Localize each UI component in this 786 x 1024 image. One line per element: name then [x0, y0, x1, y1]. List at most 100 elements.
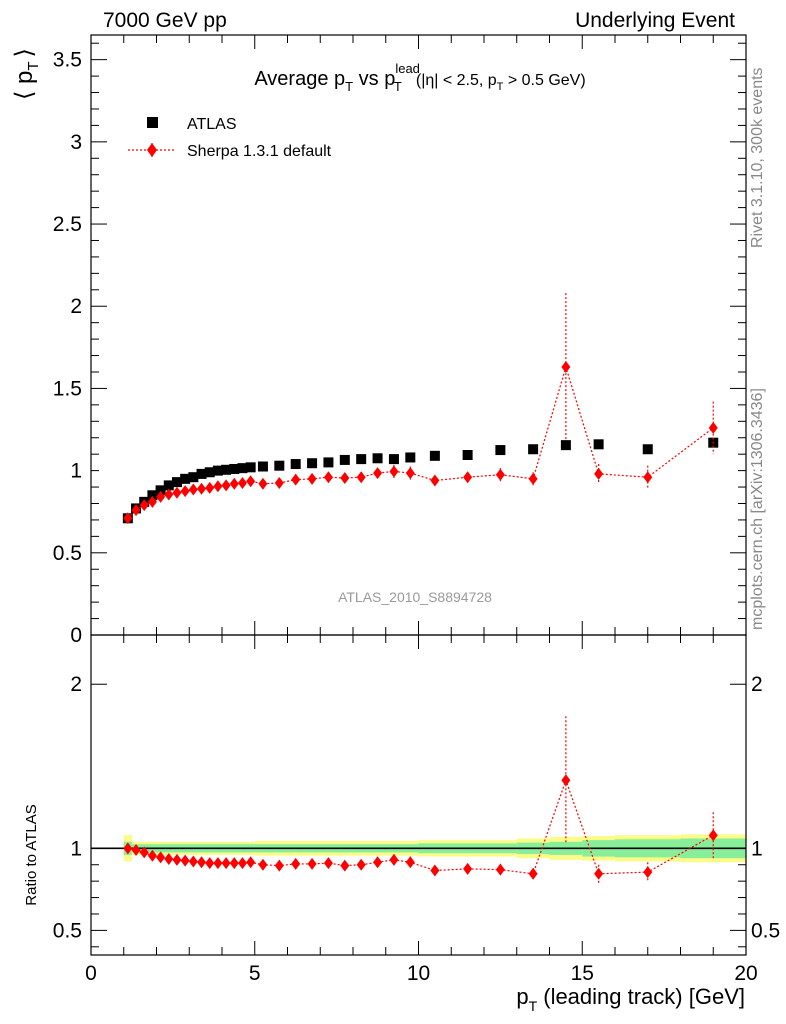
sherpa-point	[405, 467, 415, 480]
sherpa-point	[430, 474, 440, 487]
atlas-point	[307, 458, 318, 469]
sherpa-ratio-point	[164, 853, 174, 865]
atlas-point	[429, 450, 440, 461]
atlas-point	[642, 444, 653, 455]
sherpa-point	[197, 482, 207, 495]
atlas-point	[188, 472, 199, 483]
main-y-tick-label: 2	[70, 295, 82, 318]
sherpa-ratio-point	[221, 857, 231, 870]
sherpa-point	[139, 499, 149, 512]
x-tick-label: 20	[734, 962, 757, 985]
main-y-tick-label: 0	[70, 624, 82, 647]
sherpa-ratio-point	[188, 855, 198, 868]
sherpa-ratio-point	[205, 857, 215, 870]
atlas-point	[196, 468, 207, 479]
main-y-tick-label: 2.5	[53, 213, 82, 236]
sherpa-point	[213, 480, 223, 493]
sherpa-point	[307, 472, 317, 485]
sherpa-ratio-line	[127, 778, 714, 875]
sherpa-ratio-point	[373, 856, 383, 869]
atlas-point	[212, 465, 223, 476]
x-tick-label: 0	[85, 962, 97, 985]
sherpa-ratio-point	[258, 858, 268, 871]
sherpa-ratio-point	[323, 857, 333, 870]
sherpa-ratio-point	[340, 859, 350, 872]
sherpa-point	[356, 471, 366, 484]
legend-sherpa-marker	[147, 143, 157, 157]
sherpa-point	[237, 476, 247, 489]
atlas-point	[180, 473, 191, 484]
main-y-tick-label: 1.5	[53, 377, 82, 400]
sherpa-point	[147, 495, 157, 508]
sherpa-point	[495, 468, 505, 481]
sherpa-point	[323, 471, 333, 484]
legend-atlas-label: ATLAS	[187, 116, 237, 133]
sherpa-ratio-point	[356, 858, 366, 871]
sherpa-ratio-point	[561, 774, 571, 787]
sherpa-point	[291, 473, 301, 486]
atlas-point	[560, 440, 571, 451]
sherpa-ratio-point	[123, 842, 133, 855]
main-y-tick-label: 0.5	[53, 542, 82, 565]
atlas-point	[405, 452, 416, 463]
sherpa-ratio-point	[131, 843, 141, 856]
main-panel: 0 0.5 1 1.5 2 2.5 3 3.5	[53, 34, 747, 647]
main-title: Average pT vs plead T (|η| < 2.5, pT > 0.5…	[254, 61, 585, 94]
sherpa-point	[708, 421, 718, 434]
sherpa-line	[127, 364, 714, 519]
atlas-point	[495, 445, 506, 456]
sherpa-point	[156, 490, 166, 503]
x-tick-label: 10	[407, 962, 430, 985]
sherpa-ratio-point	[389, 853, 399, 866]
sherpa-point	[274, 476, 284, 489]
x-axis-label: pT (leading track) [GeV]	[516, 984, 745, 1014]
sherpa-ratio-point	[430, 864, 440, 877]
atlas-point	[204, 467, 215, 478]
sherpa-point	[594, 467, 604, 480]
sherpa-point	[373, 467, 383, 480]
x-tick-label: 15	[571, 962, 594, 985]
atlas-point	[593, 439, 604, 450]
atlas-point	[237, 463, 248, 474]
sherpa-point	[258, 477, 268, 490]
sherpa-ratio-point	[213, 857, 223, 870]
header-right: Underlying Event	[575, 9, 735, 32]
sherpa-point	[123, 512, 133, 525]
atlas-point	[356, 454, 367, 465]
ratio-frame	[90, 634, 747, 956]
atlas-point	[229, 463, 240, 474]
sherpa-point	[528, 472, 538, 485]
sherpa-point	[205, 481, 215, 494]
atlas-point	[528, 444, 539, 455]
sherpa-point	[131, 504, 141, 517]
sherpa-ratio-point	[528, 867, 538, 880]
ratio-y-tick-label-right: 0.5	[751, 919, 780, 942]
sherpa-point	[221, 479, 231, 492]
mcplots-label: mcplots.cern.ch [arXiv:1306.3436]	[749, 388, 766, 630]
main-y-tick-label: 3	[70, 131, 82, 154]
sherpa-ratio-point	[274, 859, 284, 872]
sherpa-point	[180, 485, 190, 498]
sherpa-point	[246, 475, 256, 488]
atlas-point	[257, 461, 268, 472]
sherpa-ratio-point	[405, 856, 415, 869]
sherpa-point	[340, 472, 350, 485]
sherpa-point	[164, 488, 174, 501]
ratio-y-label: Ratio to ATLAS	[23, 804, 40, 905]
ratio-panel: 0 5 10 15 20 0.5 0.5 1 1 2 2	[53, 634, 780, 985]
rivet-label: Rivet 3.1.10, 300k events	[749, 67, 766, 248]
atlas-point	[372, 453, 383, 464]
sherpa-ratio-point	[139, 846, 149, 859]
main-y-tick-label: 3.5	[53, 49, 82, 72]
atlas-point	[462, 450, 473, 460]
sherpa-point	[229, 477, 239, 490]
atlas-point	[155, 485, 166, 496]
ratio-y-tick-label-right: 2	[751, 673, 763, 696]
legend: ATLAS Sherpa 1.3.1 default	[128, 116, 332, 160]
ratio-y-tick-label: 0.5	[53, 919, 82, 942]
sherpa-point	[389, 465, 399, 478]
atlas-point	[163, 480, 174, 491]
sherpa-ratio-point	[708, 829, 718, 842]
atlas-point	[339, 454, 350, 465]
